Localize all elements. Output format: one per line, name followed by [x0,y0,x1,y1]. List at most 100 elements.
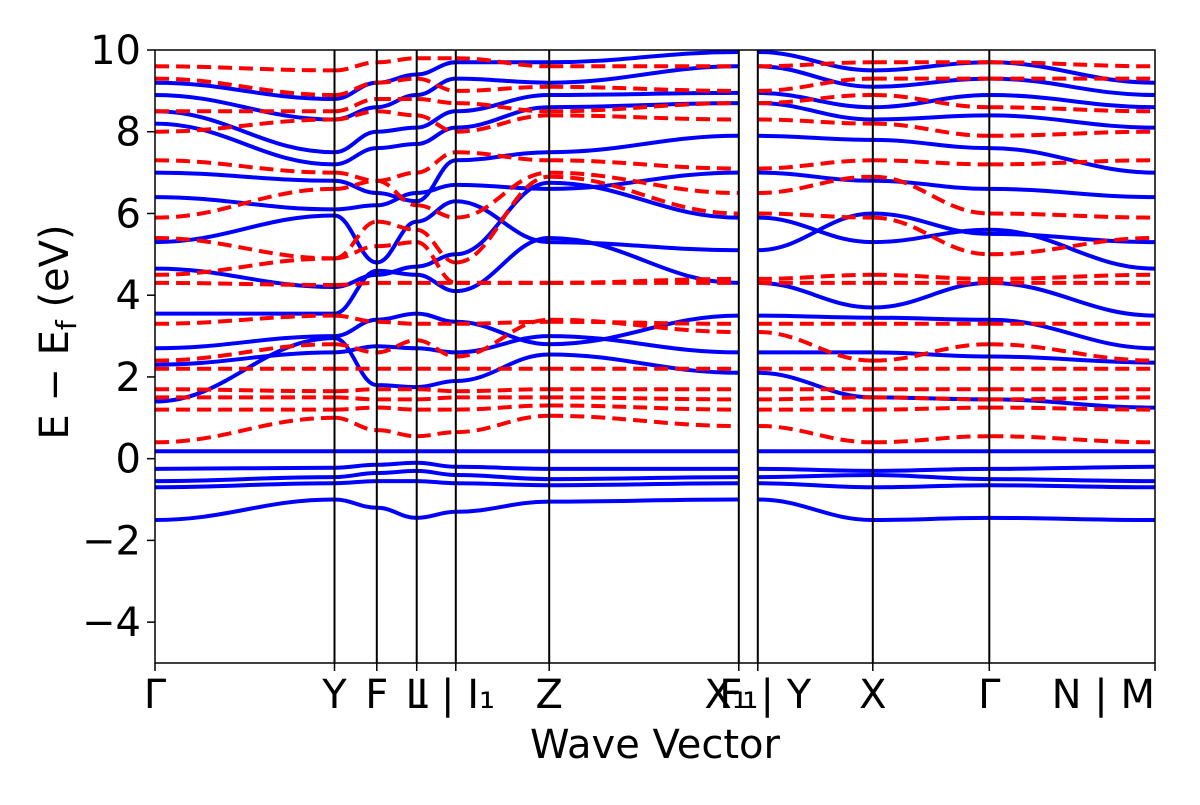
dashed-band-12-seg-4 [455,113,550,134]
solid-band-2-seg-2 [376,468,417,475]
dashed-band-1-seg-7 [872,405,990,412]
solid-band-11-seg-7 [872,178,990,191]
solid-band-2-seg-8 [989,477,1155,484]
solid-band-6-seg-5 [549,334,739,355]
solid-band-6-seg-0 [155,350,335,367]
bands-layer [155,50,1155,522]
solid-band-8-seg-5 [549,236,739,285]
dashed-band-0-seg-7 [872,434,990,445]
solid-band-3-seg-6 [757,481,873,490]
solid-band-11-seg-5 [549,170,739,191]
dashed-band-10-seg-1 [334,178,377,191]
solid-band-10-seg-5 [549,240,739,253]
x-tick-label-2: F [365,672,388,718]
dashed-band-5-seg-1 [334,342,377,355]
solid-band-14-seg-4 [455,93,550,114]
solid-band-7-seg-3 [416,311,456,324]
solid-band-8-seg-7 [872,280,990,310]
solid-band-9-seg-8 [989,227,1155,271]
dashed-band-11-seg-4 [455,150,550,163]
solid-band-14-seg-1 [334,129,378,155]
solid-band-12-seg-0 [155,170,335,183]
dashed-band-14-seg-5 [549,84,739,93]
dashed-band-15-seg-0 [155,64,335,73]
solid-band-12-seg-2 [376,191,417,204]
x-tick-label-4: I | I₁ [417,672,496,718]
dashed-band-6-seg-2 [376,319,417,326]
solid-band-13-seg-3 [416,125,457,146]
solid-band-7-seg-2 [376,311,417,322]
solid-band-13-seg-4 [455,105,550,130]
x-tick-label-0: Γ [144,672,167,718]
dashed-band-2-seg-8 [989,395,1155,402]
dashed-band-15-seg-6 [757,60,873,69]
y-tick-label-0: −4 [82,600,141,646]
solid-band-5-seg-6 [757,370,873,400]
solid-band-4-seg-7 [872,515,990,522]
x-tick-label-3: L [406,672,429,718]
dashed-band-2-seg-1 [334,395,377,402]
dashed-band-2-seg-3 [416,395,456,402]
dashed-band-12-seg-6 [757,117,873,126]
dashed-band-3-seg-0 [155,387,335,394]
dashed-band-8-seg-8 [989,272,1155,281]
solid-band-11-seg-1 [334,203,377,212]
dashed-band-13-seg-8 [989,105,1155,114]
dashed-band-8-seg-6 [757,272,873,281]
dashed-band-7-seg-0 [155,280,335,287]
dashed-band-14-seg-3 [416,76,456,93]
solid-band-16-seg-0 [155,80,335,101]
solid-band-3-seg-0 [155,481,335,490]
dashed-band-1-seg-5 [549,403,739,412]
solid-band-2-seg-3 [416,468,456,477]
solid-band-12-seg-8 [989,146,1155,175]
dashed-band-11-seg-1 [334,170,377,183]
y-axis-title-sub: f [50,319,83,330]
solid-band-10-seg-3 [416,199,457,224]
solid-band-1-seg-1 [334,462,377,470]
dashed-band-10-seg-0 [155,186,335,220]
dashed-band-9-seg-4 [455,174,550,265]
solid-band-4-seg-8 [989,515,1155,522]
solid-band-3-seg-1 [334,479,377,486]
solid-band-14-seg-2 [376,125,417,134]
solid-band-15-seg-4 [455,76,550,85]
dashed-band-5-seg-2 [376,338,417,355]
dashed-band-10-seg-8 [989,211,1155,220]
solid-band-8-seg-8 [989,280,1155,318]
dashed-band-10-seg-4 [455,170,550,220]
solid-band-1-seg-4 [455,464,550,471]
solid-band-10-seg-8 [989,231,1155,245]
solid-band-1-seg-2 [376,460,417,467]
solid-band-12-seg-6 [757,133,873,142]
solid-band-8-seg-6 [757,280,873,310]
dashed-band-10-seg-3 [416,203,456,220]
x-tick-label-8: X [859,672,886,718]
dashed-band-15-seg-4 [455,56,550,69]
solid-band-4-seg-5 [549,497,739,504]
solid-band-1-seg-7 [872,466,990,473]
dashed-band-14-seg-0 [155,76,335,97]
solid-band-8-seg-3 [416,272,457,294]
solid-band-15-seg-6 [757,64,873,89]
dashed-band-9-seg-6 [757,211,873,220]
solid-band-16-seg-6 [757,50,873,73]
dashed-band-1-seg-1 [334,405,377,412]
solid-band-7-seg-8 [989,317,1155,351]
solid-band-2-seg-5 [549,475,739,482]
solid-band-13-seg-7 [872,113,990,122]
x-tick-label-10: N | M [1052,672,1155,718]
dashed-band-8-seg-5 [549,276,739,285]
solid-band-5-seg-3 [416,379,456,390]
solid-band-11-seg-4 [455,182,550,191]
dashed-band-5-seg-6 [757,330,873,363]
dashed-band-7-seg-1 [334,280,377,287]
solid-band-2-seg-0 [155,475,335,484]
dashed-band-6-seg-1 [334,313,377,324]
x-tick-label-1: Y [321,672,347,718]
y-tick-label-1: −2 [82,518,141,564]
dashed-band-11-seg-8 [989,158,1155,167]
dashed-band-3-seg-3 [416,387,456,394]
